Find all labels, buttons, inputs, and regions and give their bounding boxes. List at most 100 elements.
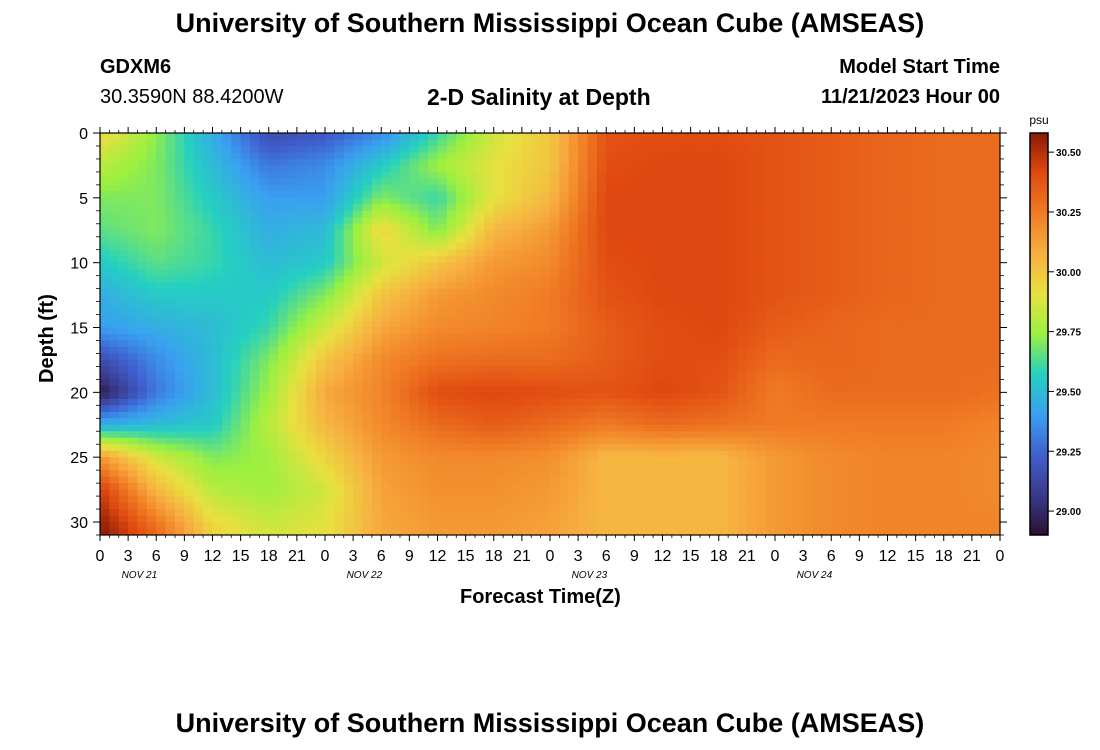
heatmap-cell: [971, 204, 982, 212]
heatmap-cell: [109, 197, 120, 205]
heatmap-cell: [550, 223, 560, 231]
heatmap-cell: [540, 418, 551, 426]
heatmap-cell: [606, 411, 617, 419]
heatmap-cell: [231, 171, 242, 179]
heatmap-cell: [512, 418, 523, 426]
heatmap-cell: [203, 424, 214, 432]
heatmap-cell: [137, 340, 148, 348]
heatmap-cell: [906, 301, 917, 309]
heatmap-cell: [503, 405, 514, 413]
heatmap-cell: [737, 450, 748, 458]
heatmap-cell: [587, 217, 598, 225]
heatmap-cell: [756, 359, 767, 368]
heatmap-cell: [296, 411, 307, 419]
heatmap-cell: [296, 204, 307, 212]
heatmap-cell: [709, 139, 720, 147]
heatmap-cell: [671, 334, 682, 342]
heatmap-cell: [953, 385, 964, 393]
heatmap-cell: [821, 327, 832, 335]
heatmap-cell: [625, 133, 635, 141]
heatmap-cell: [634, 457, 645, 465]
heatmap-cell: [653, 314, 664, 322]
heatmap-cell: [446, 372, 457, 380]
heatmap-cell: [634, 249, 645, 257]
heatmap-cell: [156, 340, 167, 348]
heatmap-cell: [231, 282, 242, 290]
heatmap-cell: [878, 191, 889, 199]
heatmap-cell: [259, 288, 270, 296]
heatmap-cell: [578, 366, 589, 374]
heatmap-cell: [625, 405, 635, 413]
heatmap-cell: [812, 243, 823, 251]
heatmap-cell: [456, 372, 467, 380]
heatmap-cell: [165, 366, 176, 374]
heatmap-cell: [381, 444, 392, 452]
heatmap-cell: [915, 424, 926, 432]
heatmap-cell: [437, 158, 448, 167]
heatmap-cell: [165, 424, 176, 432]
heatmap-cell: [634, 145, 645, 154]
heatmap-cell: [371, 133, 382, 141]
heatmap-cell: [475, 424, 485, 432]
heatmap-cell: [446, 197, 457, 205]
heatmap-cell: [962, 288, 973, 296]
heatmap-cell: [700, 353, 710, 361]
heatmap-cell: [634, 230, 645, 238]
heatmap-cell: [109, 418, 120, 426]
heatmap-cell: [643, 184, 654, 192]
heatmap-cell: [484, 450, 495, 458]
heatmap-cell: [184, 463, 195, 471]
heatmap-cell: [756, 450, 767, 458]
heatmap-cell: [925, 385, 935, 393]
heatmap-cell: [315, 295, 326, 303]
heatmap-cell: [193, 223, 204, 231]
heatmap-cell: [400, 463, 410, 471]
heatmap-cell: [559, 139, 570, 147]
heatmap-cell: [137, 405, 148, 413]
heatmap-cell: [334, 217, 345, 225]
heatmap-cell: [278, 359, 289, 368]
heatmap-cell: [653, 217, 664, 225]
heatmap-cell: [831, 424, 842, 432]
heatmap-cell: [512, 262, 523, 270]
heatmap-cell: [812, 308, 823, 316]
heatmap-cell: [362, 340, 373, 348]
heatmap-cell: [803, 249, 814, 257]
heatmap-cell: [428, 133, 439, 141]
heatmap-cell: [493, 184, 504, 192]
heatmap-cell: [671, 353, 682, 361]
heatmap-cell: [128, 385, 139, 393]
heatmap-cell: [765, 457, 776, 465]
heatmap-cell: [493, 353, 504, 361]
heatmap-cell: [100, 158, 110, 167]
heatmap-cell: [390, 372, 401, 380]
heatmap-cell: [315, 457, 326, 465]
heatmap-cell: [934, 223, 945, 231]
heatmap-cell: [343, 282, 354, 290]
heatmap-cell: [381, 262, 392, 270]
heatmap-cell: [784, 288, 795, 296]
heatmap-cell: [137, 249, 148, 257]
heatmap-cell: [887, 178, 898, 186]
heatmap-cell: [943, 243, 954, 251]
heatmap-cell: [203, 197, 214, 205]
heatmap-cell: [971, 424, 982, 432]
heatmap-cell: [915, 308, 926, 316]
heatmap-cell: [634, 321, 645, 329]
heatmap-cell: [437, 444, 448, 452]
heatmap-cell: [962, 139, 973, 147]
heatmap-cell: [334, 262, 345, 270]
heatmap-cell: [465, 236, 476, 244]
heatmap-cell: [390, 165, 401, 173]
heatmap-cell: [578, 385, 589, 393]
heatmap-cell: [315, 243, 326, 251]
heatmap-cell: [400, 249, 410, 257]
heatmap-cell: [353, 204, 364, 212]
heatmap-cell: [231, 314, 242, 322]
heatmap-cell: [343, 340, 354, 348]
heatmap-cell: [240, 269, 251, 277]
heatmap-cell: [118, 269, 129, 277]
heatmap-cell: [868, 308, 879, 316]
heatmap-cell: [268, 431, 279, 439]
heatmap-cell: [709, 301, 720, 309]
